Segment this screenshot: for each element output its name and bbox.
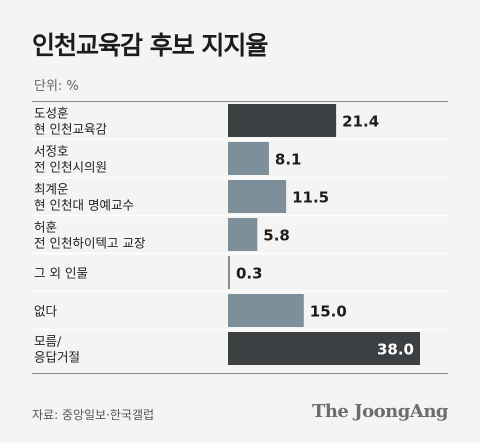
value-label: 38.0 [377,341,414,359]
category-label: 현 인천대 명예교수 [34,198,134,213]
bar [228,218,258,251]
value-label: 0.3 [236,265,263,283]
brand-logo: The JoongAng [311,401,449,422]
category-label: 서정호 [34,144,69,159]
category-label: 도성훈 [34,106,69,121]
category-label: 허훈 [34,220,57,235]
bottom-rule [32,373,448,374]
value-label: 5.8 [263,227,290,245]
category-label: 없다 [34,304,58,319]
bar [228,142,269,175]
category-label: 현 인천교육감 [34,122,107,137]
value-label: 11.5 [292,189,329,207]
chart-title: 인천교육감 후보 지지율 [32,31,268,60]
category-label: 전 인천시의원 [34,160,107,175]
category-label: 그 외 인물 [34,266,88,281]
value-label: 21.4 [342,113,379,131]
bar [228,180,287,213]
source-note: 자료: 중앙일보·한국갤럽 [32,408,155,422]
category-label: 전 인천하이텍고 교장 [34,236,146,251]
category-label: 최계운 [34,182,69,197]
value-label: 15.0 [310,303,347,321]
bar [228,294,304,327]
category-label: 모름/ [34,334,62,349]
value-label: 8.1 [275,151,302,169]
bar [228,104,337,137]
bar [228,256,230,289]
unit-label: 단위: % [34,79,79,94]
bar [228,332,420,365]
top-rule [32,101,448,102]
category-label: 응답거절 [34,350,80,365]
